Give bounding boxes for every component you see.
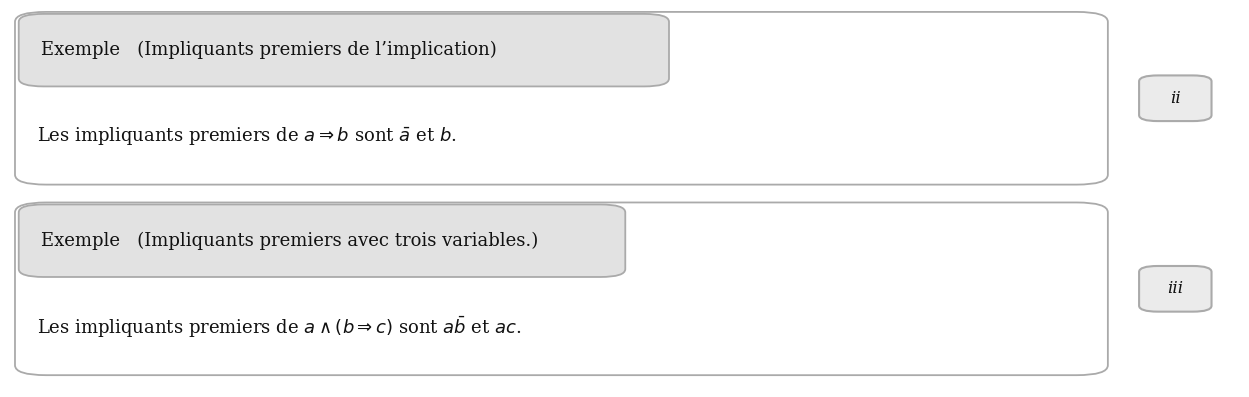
Text: Exemple   (Impliquants premiers de l’implication): Exemple (Impliquants premiers de l’impli… (41, 41, 497, 59)
FancyBboxPatch shape (1139, 75, 1212, 121)
Text: Les impliquants premiers de $a \wedge (b \Rightarrow c)$ sont $a\bar{b}$ et $ac$: Les impliquants premiers de $a \wedge (b… (37, 314, 522, 339)
FancyBboxPatch shape (1139, 266, 1212, 312)
FancyBboxPatch shape (19, 204, 626, 277)
Text: Les impliquants premiers de $a \Rightarrow b$ sont $\bar{a}$ et $b$.: Les impliquants premiers de $a \Rightarr… (37, 125, 457, 147)
FancyBboxPatch shape (15, 12, 1108, 185)
Text: ii: ii (1170, 90, 1180, 107)
Text: Exemple   (Impliquants premiers avec trois variables.): Exemple (Impliquants premiers avec trois… (41, 231, 538, 250)
FancyBboxPatch shape (19, 14, 669, 87)
FancyBboxPatch shape (15, 202, 1108, 375)
Text: iii: iii (1168, 280, 1183, 297)
